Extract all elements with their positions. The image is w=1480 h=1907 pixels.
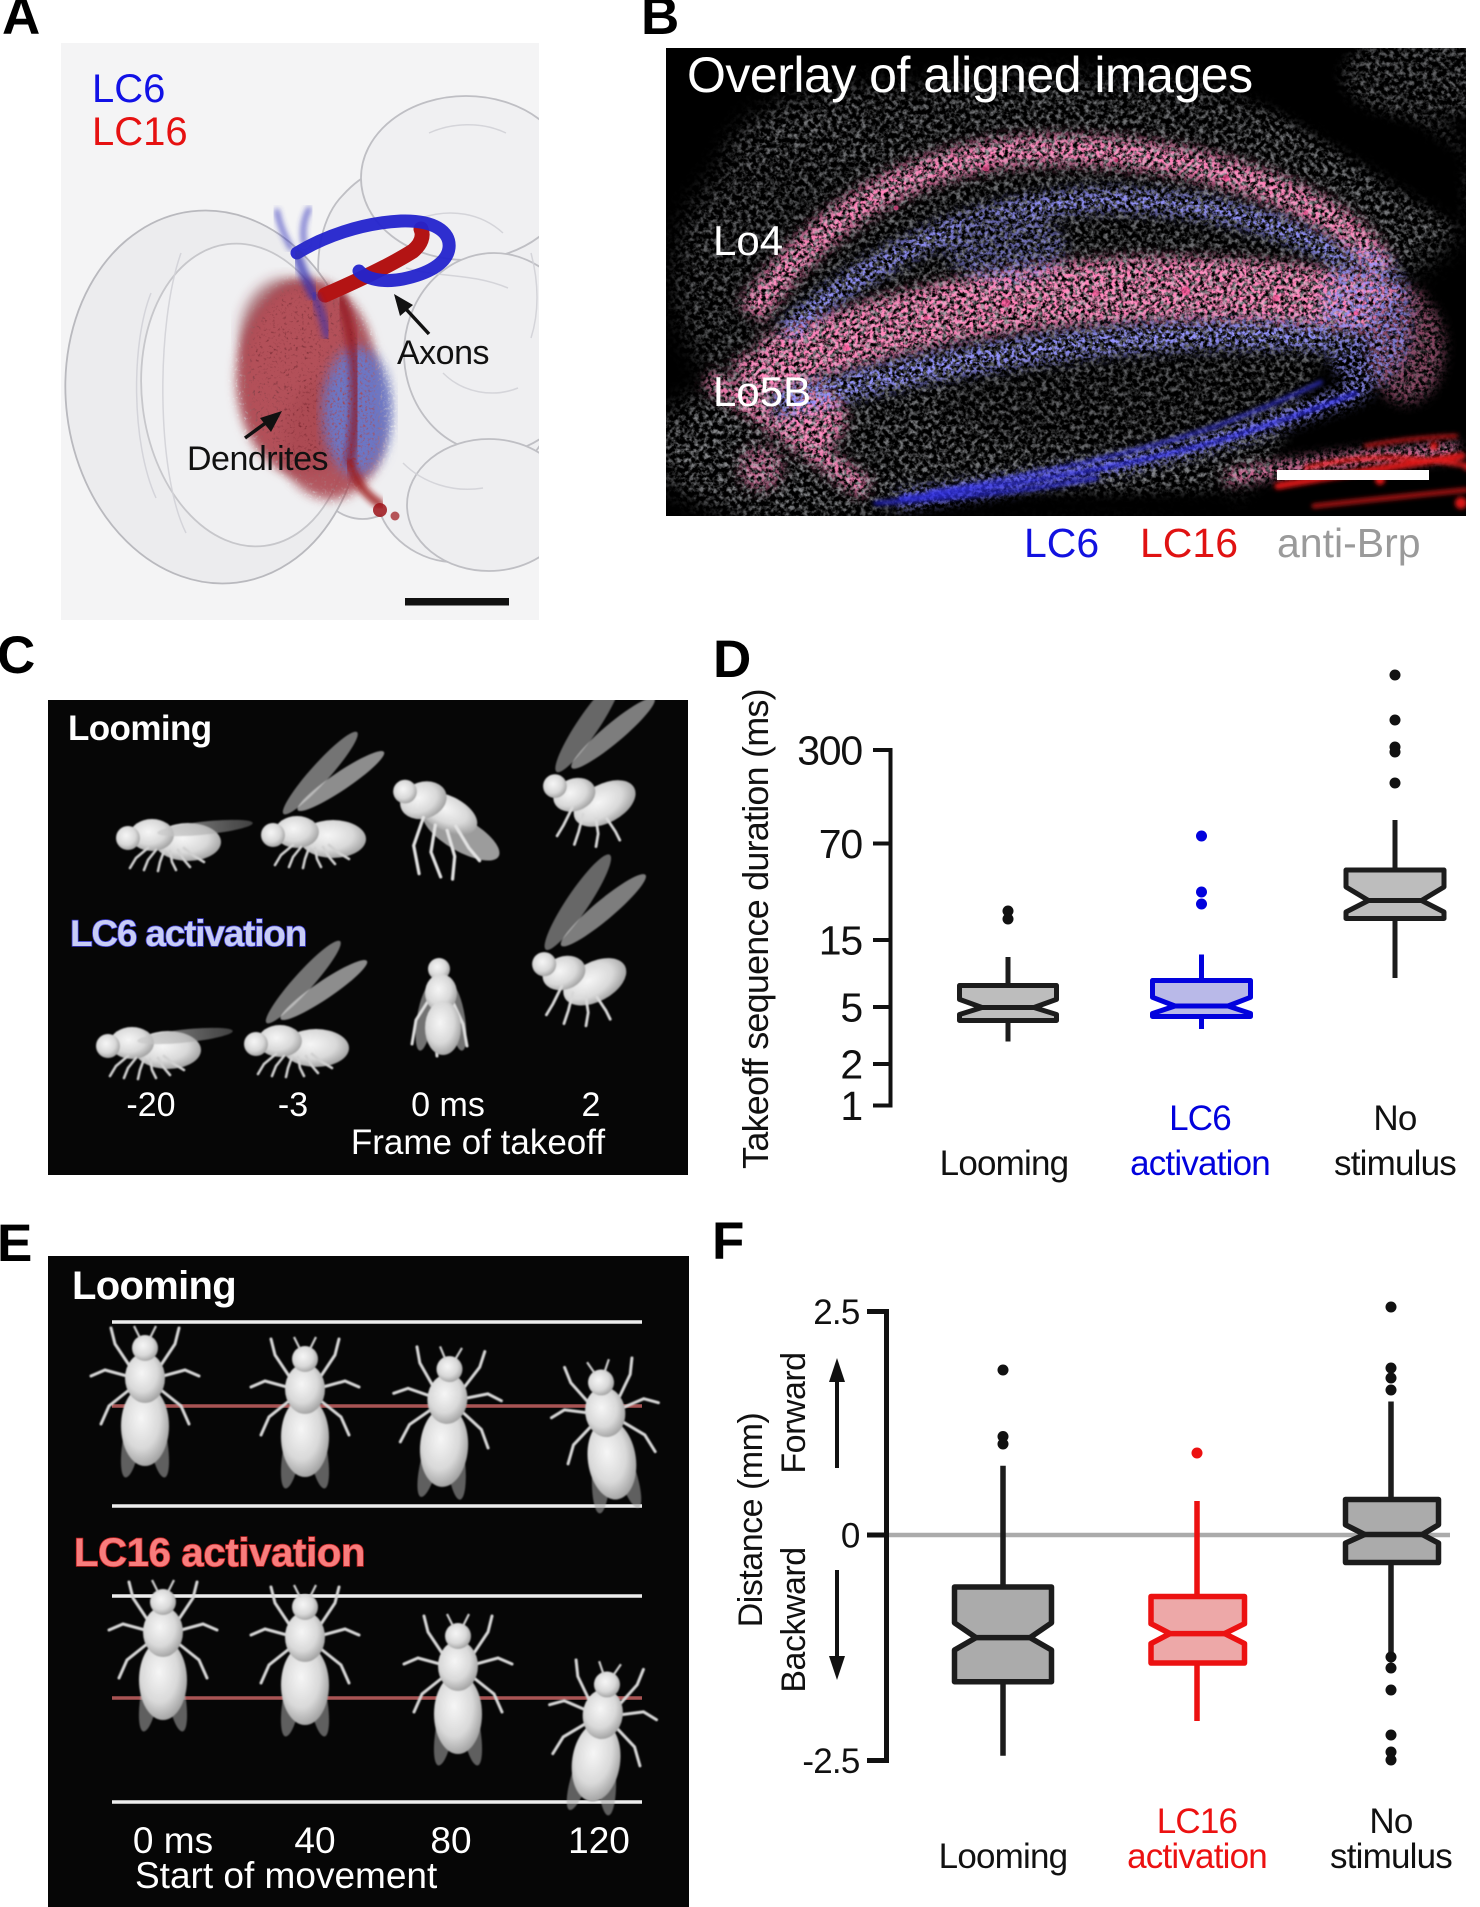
svg-text:15: 15 xyxy=(819,918,863,964)
svg-text:2.5: 2.5 xyxy=(813,1293,859,1332)
svg-text:Distance (mm): Distance (mm) xyxy=(732,1413,770,1628)
svg-text:-20: -20 xyxy=(126,1086,175,1124)
svg-text:LC16: LC16 xyxy=(92,110,188,154)
svg-text:-3: -3 xyxy=(278,1086,308,1124)
svg-text:Takeoff sequence duration (ms): Takeoff sequence duration (ms) xyxy=(735,689,776,1169)
svg-text:300: 300 xyxy=(797,728,862,774)
svg-text:5: 5 xyxy=(840,985,862,1031)
svg-text:Forward: Forward xyxy=(775,1352,813,1473)
svg-text:2: 2 xyxy=(840,1042,862,1088)
svg-text:Lo4: Lo4 xyxy=(713,217,783,264)
svg-text:No: No xyxy=(1373,1099,1416,1138)
svg-text:LC6: LC6 xyxy=(1024,520,1099,566)
svg-text:Overlay of aligned images: Overlay of aligned images xyxy=(687,48,1253,103)
svg-text:LC6 activation: LC6 activation xyxy=(70,913,306,954)
svg-text:Dendrites: Dendrites xyxy=(187,440,328,478)
svg-text:activation: activation xyxy=(1130,1144,1270,1183)
svg-text:No: No xyxy=(1369,1802,1412,1841)
svg-text:LC16 activation: LC16 activation xyxy=(74,1531,365,1575)
svg-text:LC6: LC6 xyxy=(1169,1099,1231,1138)
svg-text:anti-Brp: anti-Brp xyxy=(1277,520,1421,566)
svg-text:Axons: Axons xyxy=(397,334,489,372)
svg-text:40: 40 xyxy=(294,1820,335,1861)
svg-text:80: 80 xyxy=(430,1820,471,1861)
svg-text:Looming: Looming xyxy=(72,1264,236,1308)
svg-text:stimulus: stimulus xyxy=(1334,1144,1456,1183)
svg-text:stimulus: stimulus xyxy=(1330,1837,1452,1876)
svg-text:0 ms: 0 ms xyxy=(133,1820,213,1861)
svg-text:Looming: Looming xyxy=(68,709,212,748)
svg-text:Looming: Looming xyxy=(940,1144,1069,1183)
svg-text:Backward: Backward xyxy=(775,1547,813,1692)
svg-text:LC6: LC6 xyxy=(92,67,165,111)
svg-text:Start of movement: Start of movement xyxy=(135,1855,438,1896)
svg-text:-2.5: -2.5 xyxy=(802,1742,859,1781)
svg-text:120: 120 xyxy=(568,1820,630,1861)
svg-text:LC16: LC16 xyxy=(1157,1802,1237,1841)
svg-text:activation: activation xyxy=(1127,1837,1267,1876)
svg-text:Looming: Looming xyxy=(939,1837,1068,1876)
svg-text:2: 2 xyxy=(582,1086,601,1124)
svg-text:LC16: LC16 xyxy=(1140,520,1238,566)
svg-text:Lo5B: Lo5B xyxy=(713,368,811,415)
svg-text:0: 0 xyxy=(841,1517,860,1556)
svg-text:1: 1 xyxy=(840,1083,862,1129)
svg-text:Frame of takeoff: Frame of takeoff xyxy=(351,1123,605,1162)
svg-text:0 ms: 0 ms xyxy=(411,1086,485,1124)
svg-text:70: 70 xyxy=(819,821,863,867)
